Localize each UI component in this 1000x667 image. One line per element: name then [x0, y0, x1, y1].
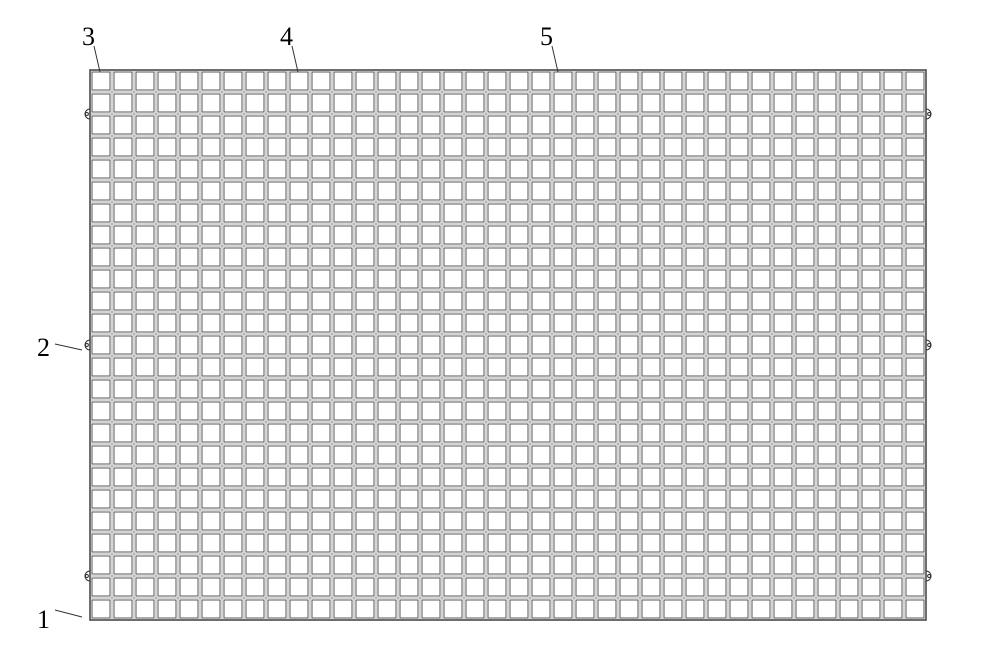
diagram-container — [80, 60, 956, 650]
callout-label-5: 5 — [540, 22, 553, 52]
grid-drawing — [80, 60, 956, 650]
callout-label-1: 1 — [37, 605, 50, 635]
callout-label-2: 2 — [37, 333, 50, 363]
callout-label-3: 3 — [82, 22, 95, 52]
callout-label-4: 4 — [280, 22, 293, 52]
